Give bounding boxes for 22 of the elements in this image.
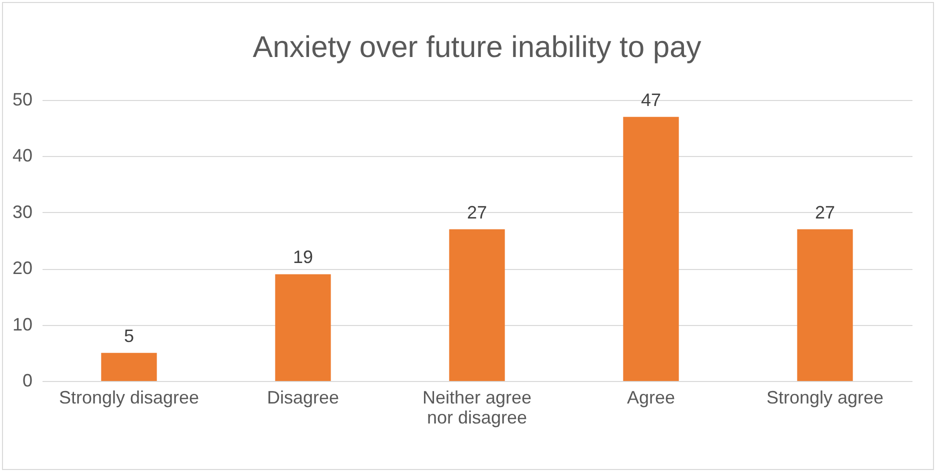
bar (623, 116, 679, 381)
x-tick-label: Neither agree nor disagree (422, 388, 532, 428)
data-label: 47 (640, 90, 662, 110)
bar (797, 229, 853, 381)
data-label: 27 (466, 202, 488, 222)
chart-title: Anxiety over future inability to pay (252, 31, 702, 64)
data-label: 19 (292, 247, 314, 268)
bar (449, 229, 505, 381)
data-label: 5 (124, 326, 134, 346)
bar (101, 352, 157, 381)
x-tick-label: Agree (626, 388, 676, 408)
y-tick-label: 50 (12, 90, 32, 110)
data-label: 27 (814, 202, 836, 222)
y-tick-label: 20 (12, 258, 32, 278)
y-tick-label: 40 (12, 146, 32, 166)
y-tick-label: 10 (12, 314, 32, 334)
y-tick-label: 30 (12, 202, 32, 222)
x-tick-label: Disagree (266, 388, 340, 408)
y-tick-label: 0 (22, 370, 32, 390)
x-tick-label: Strongly agree (766, 388, 884, 408)
x-tick-label: Strongly disagree (58, 388, 200, 408)
bar (275, 274, 331, 381)
